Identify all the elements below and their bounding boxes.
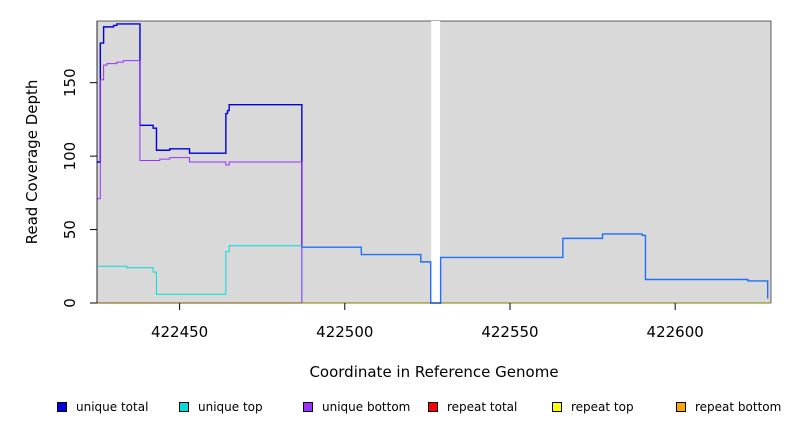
legend-label: unique bottom	[322, 400, 411, 414]
legend-label: unique total	[76, 400, 149, 414]
y-axis-label: Read Coverage Depth	[23, 80, 41, 245]
y-tick-label: 0	[61, 298, 79, 308]
legend-item-repeat-bottom: repeat bottom	[676, 400, 781, 414]
legend-item-repeat-top: repeat top	[552, 400, 634, 414]
alignment-gap	[431, 21, 441, 303]
alignment-gap-layer	[431, 21, 441, 303]
legend-label: repeat total	[447, 400, 518, 414]
legend-label: repeat top	[571, 400, 634, 414]
series-line-unique-bottom	[97, 60, 303, 303]
legend-item-unique-bottom: unique bottom	[303, 400, 410, 414]
x-tick-label: 422450	[151, 323, 208, 341]
legend-swatch	[179, 402, 189, 412]
y-tick-label: 50	[61, 220, 79, 239]
legend-item-unique-total: unique total	[57, 400, 148, 414]
y-tick-label: 150	[61, 68, 79, 97]
x-axis-label: Coordinate in Reference Genome	[309, 363, 558, 381]
series-line-unique-top	[97, 245, 303, 303]
legend-label: repeat bottom	[695, 400, 782, 414]
y-tick-label: 100	[61, 142, 79, 171]
legend-item-repeat-total: repeat total	[428, 400, 517, 414]
x-tick-label: 422550	[481, 323, 538, 341]
legend: unique total unique top unique bottom re…	[0, 400, 792, 420]
x-tick-label: 422600	[647, 323, 704, 341]
x-tick-label: 422500	[316, 323, 373, 341]
legend-swatch	[428, 402, 438, 412]
legend-swatch	[57, 402, 67, 412]
legend-label: unique top	[198, 400, 263, 414]
legend-swatch	[552, 402, 562, 412]
legend-item-unique-top: unique top	[179, 400, 263, 414]
legend-swatch	[303, 402, 313, 412]
series-line-unique-total	[97, 23, 303, 248]
legend-swatch	[676, 402, 686, 412]
series-line-coverage-6	[301, 233, 769, 304]
axes-layer: 422450 422500 422550 422600 0 50 100 150	[61, 21, 771, 341]
